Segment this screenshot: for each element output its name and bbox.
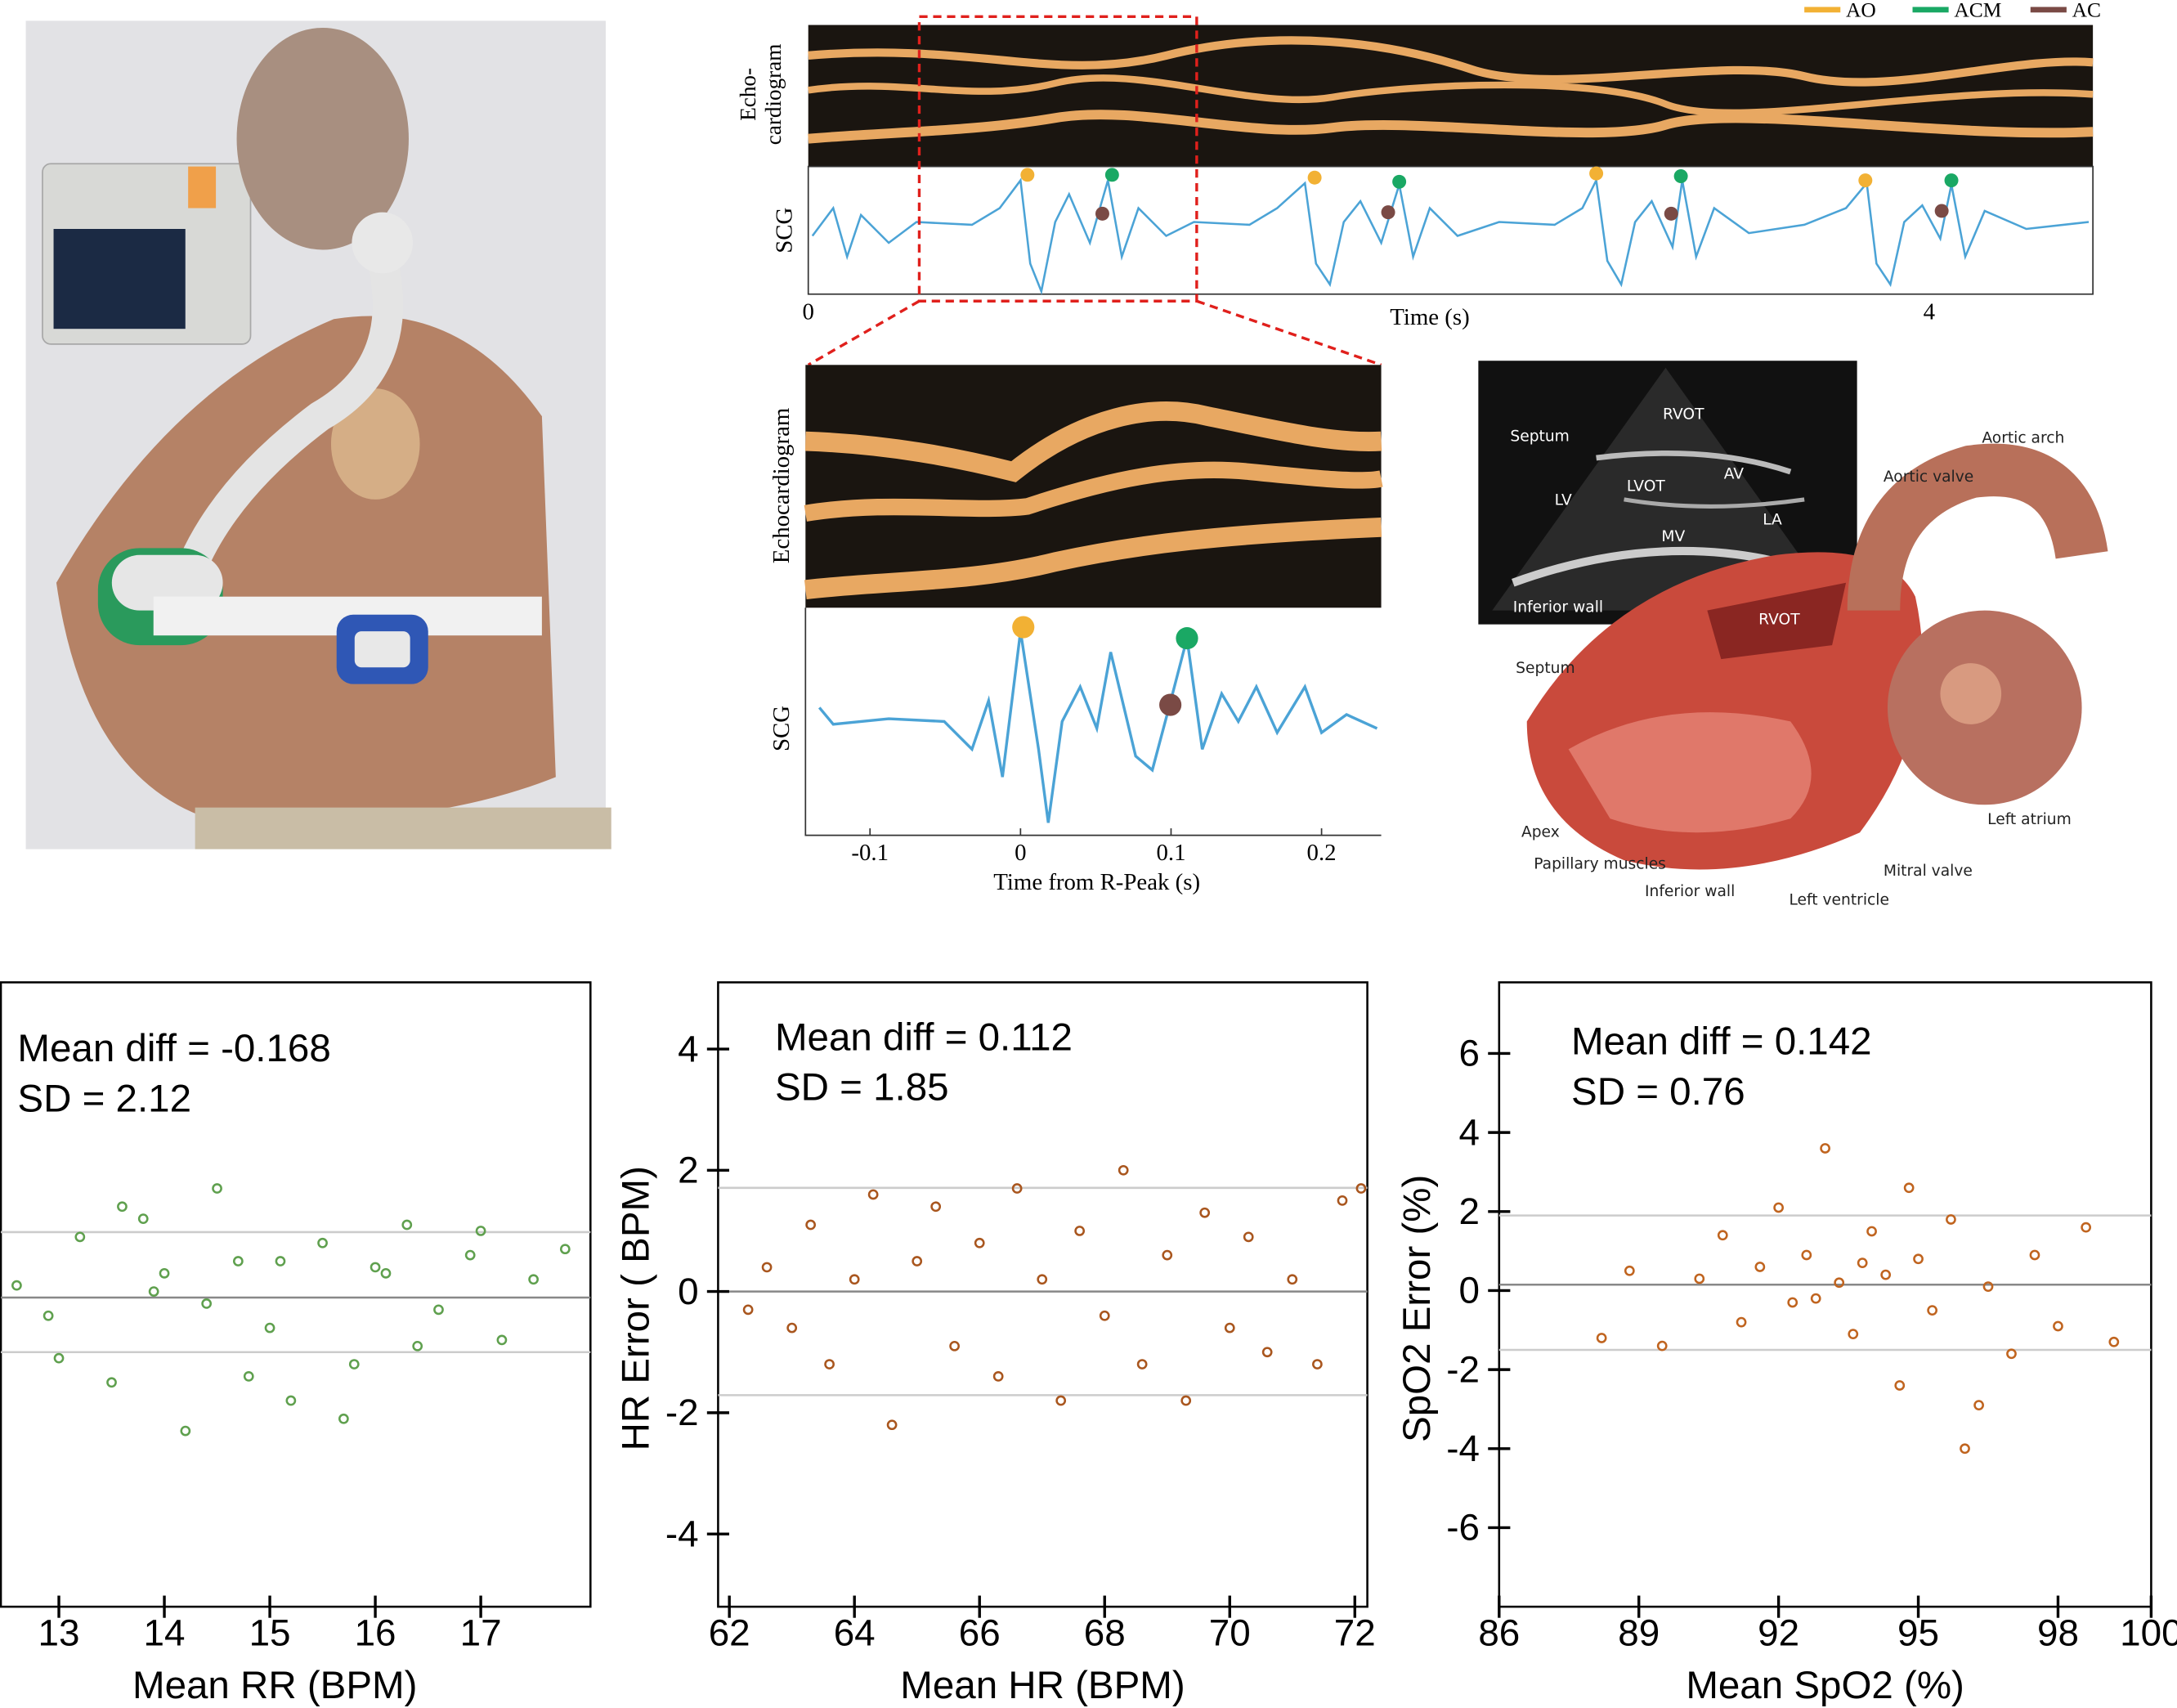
ultrasound-label: RVOT <box>1663 406 1704 423</box>
x-tick-label: 64 <box>834 1612 876 1654</box>
y-tick-label: 0 <box>1459 1270 1480 1311</box>
annotation: SD = 1.85 <box>775 1066 949 1110</box>
y-tick-label: -6 <box>1446 1507 1480 1549</box>
x-tick-label: 70 <box>1209 1612 1251 1654</box>
y-tick-label: -4 <box>1446 1428 1480 1469</box>
heart-label: Papillary muscles <box>1534 855 1666 872</box>
x-tick-label: 16 <box>355 1612 396 1654</box>
heart-label: Apex <box>1521 823 1560 841</box>
charts: 13 14 15 16 17 Mean RR (BPM) Mean diff = -0.16… <box>1 982 2177 1707</box>
y-axis-label: HR Error ( BPM) <box>615 1166 658 1450</box>
tick-label: 0 <box>1015 840 1026 866</box>
annotation: SD = 2.12 <box>17 1077 191 1120</box>
ticks: -0.1 0 0.1 0.2 <box>851 828 1336 866</box>
axis-label: Time from R-Peak (s) <box>993 869 1200 895</box>
legend-swatch <box>1913 7 1949 12</box>
x-axis-label: Mean RR (BPM) <box>132 1664 417 1707</box>
axis-label-line: Echo- <box>736 68 760 121</box>
annotation: Mean diff = 0.112 <box>775 1016 1073 1060</box>
legend-swatch <box>1804 7 1840 12</box>
x-tick-label: 72 <box>1334 1612 1376 1654</box>
y-tick-label: -2 <box>1446 1348 1480 1390</box>
x-tick-label: 100 <box>2120 1612 2177 1654</box>
heart-label: RVOT <box>1758 612 1800 629</box>
plot-frame <box>1 982 590 1607</box>
ultrasound-label: AV <box>1724 465 1745 482</box>
y-tick-label: -4 <box>665 1513 699 1554</box>
y-tick-label: 4 <box>678 1028 698 1069</box>
x-tick-label: 17 <box>460 1612 502 1654</box>
x-tick-label: 92 <box>1758 1612 1799 1654</box>
annotation: SD = 0.76 <box>1571 1070 1745 1114</box>
x-tick-label: 14 <box>144 1612 186 1654</box>
x-tick-label: 86 <box>1478 1612 1520 1654</box>
axis-label: Echocardiogram <box>768 408 795 563</box>
x-tick-label: 68 <box>1084 1612 1126 1654</box>
heart-label: Left atrium <box>1987 811 2072 828</box>
y-tick-label: 2 <box>1459 1190 1480 1232</box>
tick-label: 0.2 <box>1307 840 1337 866</box>
ultrasound-label: MV <box>1661 528 1685 545</box>
annotation: Mean diff = -0.168 <box>17 1027 330 1070</box>
tick-label: 4 <box>1924 298 1935 325</box>
x-tick-label: 66 <box>959 1612 1001 1654</box>
chart: 62 64 66 68 70 72 -4 -2 0 2 4 Mean HR (BPM) HR Error… <box>615 982 1376 1707</box>
heart-label: Left ventricle <box>1789 891 1888 908</box>
tick-label: -0.1 <box>851 840 889 866</box>
axis-label: Echo-cardiogram <box>736 44 786 146</box>
heart-label: Inferior wall <box>1645 883 1735 900</box>
legend-swatch <box>2031 7 2067 12</box>
ultrasound-label: LVOT <box>1627 478 1665 495</box>
figure: AO ACM AC Echo-cardiogram SCG Time (s) 0 4… <box>0 0 2177 1708</box>
x-tick-label: 13 <box>38 1612 80 1654</box>
axis-label-line: cardiogram <box>761 44 786 146</box>
axis-label: SCG <box>768 706 795 751</box>
page: { "overview": { "legend": [{"name": "AO"… <box>0 0 2177 1708</box>
tick-label: 0.1 <box>1156 840 1185 866</box>
x-tick-label: 62 <box>709 1612 750 1654</box>
y-tick-label: 6 <box>1459 1033 1480 1074</box>
legend: AO ACM AC <box>1804 0 2101 21</box>
y-tick-label: 0 <box>678 1271 698 1312</box>
ultrasound-label: Septum <box>1510 428 1569 446</box>
axis-label: Time (s) <box>1390 304 1469 330</box>
axis-label: SCG <box>771 208 797 253</box>
tick-label: 0 <box>802 298 813 325</box>
heart-label: Aortic arch <box>1982 429 2064 446</box>
ultrasound-label: LV <box>1555 492 1572 509</box>
x-axis-label: Mean HR (BPM) <box>900 1664 1185 1707</box>
ultrasound-label: Inferior wall <box>1513 598 1603 616</box>
chart: 13 14 15 16 17 Mean RR (BPM) Mean diff = -0.16… <box>1 982 590 1707</box>
x-axis-label: Mean SpO2 (%) <box>1686 1664 1964 1707</box>
x-tick-label: 98 <box>2037 1612 2079 1654</box>
x-tick-label: 89 <box>1618 1612 1660 1654</box>
ultrasound-label: LA <box>1763 511 1782 528</box>
y-axis-label: SpO2 Error (%) <box>1395 1175 1439 1442</box>
heart-label: Aortic valve <box>1884 468 1973 486</box>
x-tick-label: 15 <box>249 1612 291 1654</box>
patient-photo <box>26 20 611 849</box>
heart-label: Mitral valve <box>1884 863 1973 880</box>
y-tick-label: 4 <box>1459 1111 1480 1153</box>
zoom-panel <box>805 365 1381 835</box>
chart: 86 89 92 95 98 100 -6 -4 -2 0 2 4 6 Mean SpO2 (%) SpO2… <box>1395 982 2177 1707</box>
legend-label: AC <box>2072 0 2101 21</box>
x-tick-label: 95 <box>1897 1612 1939 1654</box>
y-tick-label: 2 <box>678 1150 698 1191</box>
y-tick-label: -2 <box>665 1392 699 1433</box>
annotation: Mean diff = 0.142 <box>1571 1020 1872 1064</box>
legend-label: ACM <box>1954 0 2001 21</box>
heart-label: Septum <box>1516 660 1575 677</box>
legend-label: AO <box>1846 0 1876 21</box>
